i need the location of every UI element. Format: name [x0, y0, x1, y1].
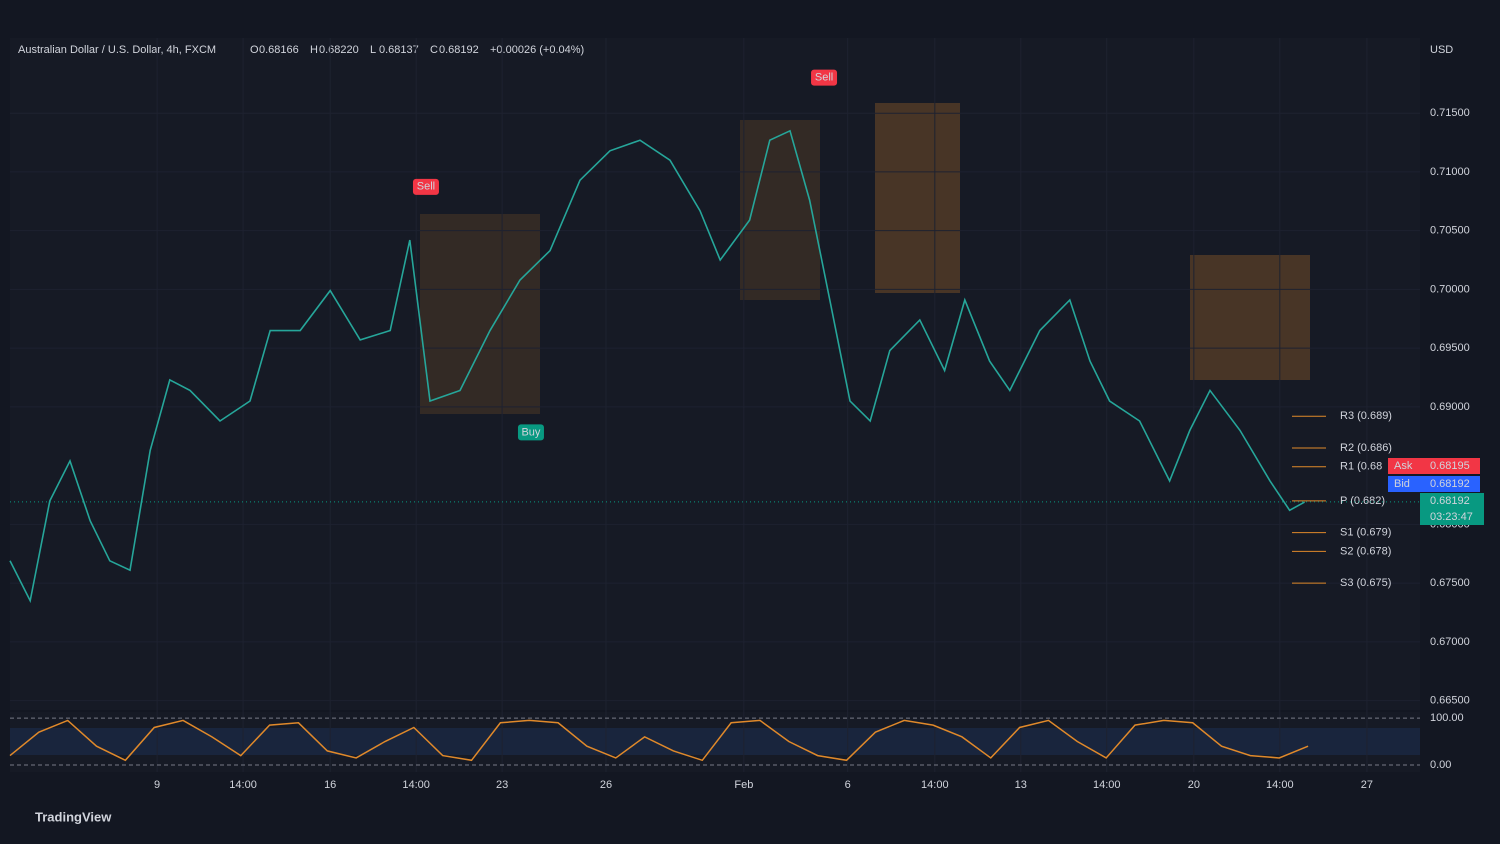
y-tick-label: 0.70500 [1430, 225, 1470, 237]
bid-tag [1388, 476, 1480, 492]
x-tick-label: 23 [496, 779, 508, 791]
ohlc-label: L [370, 44, 376, 56]
y-tick-label: 0.70000 [1430, 283, 1470, 295]
ohlc-value: 0.68192 [439, 44, 479, 56]
x-tick-label: 14:00 [229, 779, 257, 791]
ohlc-label: O [250, 44, 259, 56]
signal-marker [412, 178, 439, 195]
signal-label: Buy [521, 426, 540, 438]
y-tick-label: 0.71000 [1430, 166, 1470, 178]
zone [740, 120, 820, 300]
ohlc-label: H [310, 44, 318, 56]
zone [420, 214, 540, 414]
pivot-label: S3 (0.675) [1340, 577, 1391, 589]
oscillator-band [10, 728, 1420, 755]
x-tick-label: 14:00 [921, 779, 949, 791]
ohlc-value: 0.68220 [319, 44, 359, 56]
brand[interactable]: TradingView [35, 809, 112, 824]
y-tick-label: 0.67000 [1430, 636, 1470, 648]
bid-value: 0.68192 [1430, 478, 1470, 490]
x-tick-label: 9 [154, 779, 160, 791]
signal-marker [517, 424, 544, 441]
ohlc-label: C [430, 44, 438, 56]
ask-label: Ask [1394, 460, 1413, 472]
pivot-label: R3 (0.689) [1340, 410, 1392, 422]
x-tick-label: 26 [600, 779, 612, 791]
oscillator-line [9, 719, 1309, 762]
ohlc-value: 0.68166 [259, 44, 299, 56]
price-pane [10, 38, 1420, 710]
pivot-label: R2 (0.686) [1340, 442, 1392, 454]
bid-label: Bid [1394, 478, 1410, 490]
osc-tick-label: 0.00 [1430, 759, 1451, 771]
x-tick-label: 16 [324, 779, 336, 791]
change: +0.00026 (+0.04%) [490, 44, 584, 56]
y-tick-label: 0.69500 [1430, 342, 1470, 354]
y-tick-label: 0.71500 [1430, 107, 1470, 119]
pivot-label: R1 (0.68 [1340, 461, 1382, 473]
symbol: Australian Dollar / U.S. Dollar, 4h, FXC… [18, 44, 216, 56]
currency: USD [1430, 44, 1453, 56]
pivot-label: P (0.682) [1340, 495, 1385, 507]
signal-label: Sell [815, 71, 833, 83]
zone [875, 103, 960, 293]
x-tick-label: 14:00 [402, 779, 430, 791]
y-tick-label: 0.69000 [1430, 401, 1470, 413]
x-tick-label: 20 [1188, 779, 1200, 791]
x-tick-label: 13 [1015, 779, 1027, 791]
signal-marker [811, 69, 838, 86]
last-tag [1420, 493, 1484, 525]
ask-value: 0.68195 [1430, 460, 1470, 472]
last-value: 0.68192 [1430, 495, 1470, 507]
countdown: 03:23:47 [1430, 511, 1473, 523]
signal-label: Sell [417, 181, 435, 193]
ask-tag [1388, 458, 1480, 474]
x-tick-label: Feb [734, 779, 753, 791]
zone [1190, 255, 1310, 380]
x-tick-label: 27 [1361, 779, 1373, 791]
ohlc-value: 0.68137 [379, 44, 419, 56]
pivot-label: S1 (0.679) [1340, 527, 1391, 539]
osc-tick-label: 100.00 [1430, 712, 1464, 724]
x-tick-label: 14:00 [1266, 779, 1294, 791]
y-tick-label: 0.66500 [1430, 695, 1470, 707]
y-tick-label: 0.67500 [1430, 577, 1470, 589]
x-tick-label: 6 [845, 779, 851, 791]
price-line [9, 129, 1306, 604]
x-tick-label: 14:00 [1093, 779, 1121, 791]
pivot-label: S2 (0.678) [1340, 545, 1391, 557]
